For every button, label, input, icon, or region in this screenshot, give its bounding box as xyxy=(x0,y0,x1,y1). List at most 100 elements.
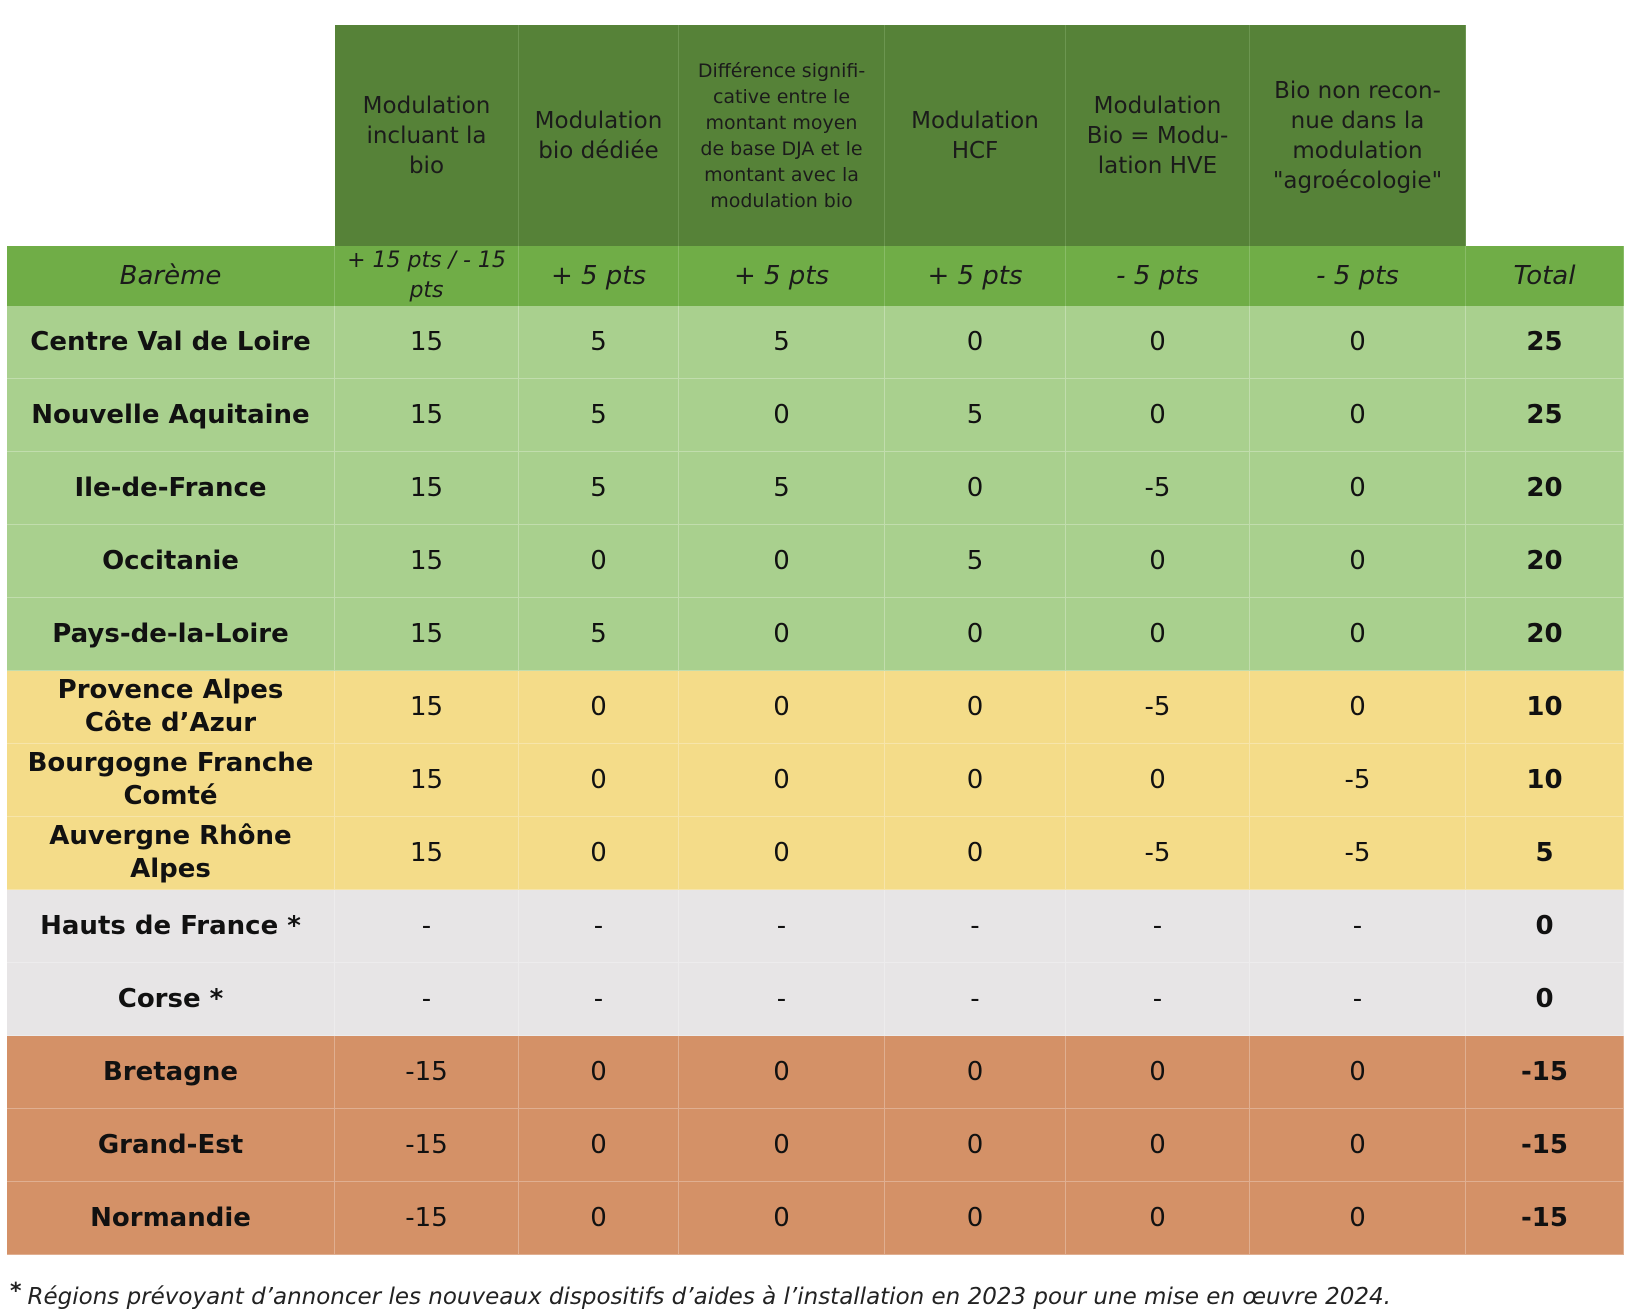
scale-cell: Barème xyxy=(7,246,335,306)
total-cell: -15 xyxy=(1466,1182,1624,1255)
value-cell: 0 xyxy=(679,1109,885,1182)
value-cell: - xyxy=(1066,890,1250,963)
value-cell: -5 xyxy=(1066,817,1250,890)
total-cell: 25 xyxy=(1466,306,1624,379)
value-cell: - xyxy=(519,963,679,1036)
column-header-line: nue dans la xyxy=(1290,107,1425,134)
column-header-4: Modulation HCF xyxy=(885,25,1066,246)
region-name-line: Occitanie xyxy=(102,545,239,576)
column-header-3: Différence signifi-cative entre le montan… xyxy=(679,25,885,246)
region-name-line: Nouvelle Aquitaine xyxy=(31,399,310,430)
value-cell: 0 xyxy=(885,744,1066,817)
total-cell: 20 xyxy=(1466,452,1624,525)
value-cell: 0 xyxy=(679,1182,885,1255)
value-cell: 0 xyxy=(519,671,679,744)
column-header-line: bio dédiée xyxy=(538,137,659,164)
value-cell: 15 xyxy=(335,671,519,744)
value-cell: - xyxy=(335,890,519,963)
region-name-line: Centre Val de Loire xyxy=(30,326,311,357)
total-cell: 0 xyxy=(1466,890,1624,963)
value-cell: 0 xyxy=(885,1109,1066,1182)
column-header-line: montant moyen xyxy=(705,111,858,134)
region-name: Nouvelle Aquitaine xyxy=(7,379,335,452)
region-name-line: Pays-de-la-Loire xyxy=(52,618,289,649)
value-cell: 0 xyxy=(679,379,885,452)
table-row: Grand-Est -15 0 0 0 0 0 -15 xyxy=(7,1109,1624,1182)
region-name-line: Auvergne Rhône xyxy=(49,821,292,851)
total-cell: 20 xyxy=(1466,598,1624,671)
column-header-5: Modulation Bio = Modu-lation HVE xyxy=(1066,25,1250,246)
total-cell: 10 xyxy=(1466,744,1624,817)
value-cell: - xyxy=(1250,890,1466,963)
value-cell: 0 xyxy=(885,1036,1066,1109)
column-header-line: modulation bio xyxy=(710,189,853,212)
scale-cell: Total xyxy=(1466,246,1624,306)
value-cell: 0 xyxy=(1066,744,1250,817)
value-cell: 0 xyxy=(1066,1036,1250,1109)
table-row: Pays-de-la-Loire 15 5 0 0 0 0 20 xyxy=(7,598,1624,671)
column-header-line: Bio = Modu- xyxy=(1086,122,1229,149)
value-cell: - xyxy=(519,890,679,963)
region-name-line: Provence Alpes xyxy=(57,675,284,705)
value-cell: 0 xyxy=(1066,525,1250,598)
value-cell: -5 xyxy=(1250,817,1466,890)
table-row: Hauts de France * - - - - - -0 xyxy=(7,890,1624,963)
table-row: Occitanie 15 0 0 5 0 0 20 xyxy=(7,525,1624,598)
table-row: Provence Alpes Côte d’Azur 15 0 0 0 -5 0 10 xyxy=(7,671,1624,744)
region-name: Corse * xyxy=(7,963,335,1036)
value-cell: 0 xyxy=(1066,1109,1250,1182)
column-header-line: modulation xyxy=(1292,137,1423,164)
region-name-line: Ile-de-France xyxy=(74,472,267,503)
table-row: Corse * - - - - - -0 xyxy=(7,963,1624,1036)
total-cell: 20 xyxy=(1466,525,1624,598)
value-cell: - xyxy=(679,890,885,963)
scale-cell: + 15 pts / - 15 pts xyxy=(335,246,519,306)
value-cell: -15 xyxy=(335,1182,519,1255)
total-cell: -15 xyxy=(1466,1036,1624,1109)
column-header-line: incluant la xyxy=(366,122,487,149)
region-name: Bretagne xyxy=(7,1036,335,1109)
value-cell: 0 xyxy=(519,525,679,598)
region-name: Centre Val de Loire xyxy=(7,306,335,379)
value-cell: 15 xyxy=(335,452,519,525)
scale-cell: - 5 pts xyxy=(1066,246,1250,306)
value-cell: 0 xyxy=(519,744,679,817)
column-header-line: Modulation xyxy=(362,92,491,119)
value-cell: 15 xyxy=(335,744,519,817)
value-cell: 0 xyxy=(1250,1109,1466,1182)
table-row: Ile-de-France 15 5 5 0 -5 0 20 xyxy=(7,452,1624,525)
value-cell: 0 xyxy=(1250,306,1466,379)
column-header-line: montant avec la xyxy=(704,163,859,186)
value-cell: - xyxy=(885,963,1066,1036)
column-header-line: Différence signifi- xyxy=(697,59,866,82)
scale-row: Barème + 15 pts / - 15 pts + 5 pts + 5 pts +… xyxy=(7,246,1624,306)
footnote: * Régions prévoyant d’annoncer les nouvea… xyxy=(10,1279,1391,1310)
value-cell: 0 xyxy=(1066,1182,1250,1255)
region-name-line: Hauts de France * xyxy=(40,910,301,941)
column-header-line: HCF xyxy=(951,137,999,164)
value-cell: - xyxy=(679,963,885,1036)
value-cell: 15 xyxy=(335,306,519,379)
value-cell: -15 xyxy=(335,1109,519,1182)
value-cell: 0 xyxy=(679,671,885,744)
total-cell: 10 xyxy=(1466,671,1624,744)
region-name: Occitanie xyxy=(7,525,335,598)
footnote-text: Régions prévoyant d’annoncer les nouveau… xyxy=(27,1284,1391,1310)
region-name: Provence Alpes Côte d’Azur xyxy=(7,671,335,744)
region-name: Pays-de-la-Loire xyxy=(7,598,335,671)
value-cell: - xyxy=(1250,963,1466,1036)
value-cell: 0 xyxy=(679,1036,885,1109)
value-cell: 5 xyxy=(519,306,679,379)
value-cell: 0 xyxy=(1250,1182,1466,1255)
value-cell: 0 xyxy=(519,1109,679,1182)
value-cell: 0 xyxy=(1250,1036,1466,1109)
region-name: Grand-Est xyxy=(7,1109,335,1182)
column-header-line: "agroécologie" xyxy=(1272,167,1443,194)
value-cell: -5 xyxy=(1066,671,1250,744)
column-header-line: Modulation xyxy=(534,107,663,134)
scale-cell: + 5 pts xyxy=(519,246,679,306)
value-cell: 5 xyxy=(519,598,679,671)
region-name: Bourgogne Franche Comté xyxy=(7,744,335,817)
value-cell: -5 xyxy=(1250,744,1466,817)
value-cell: 0 xyxy=(1066,306,1250,379)
